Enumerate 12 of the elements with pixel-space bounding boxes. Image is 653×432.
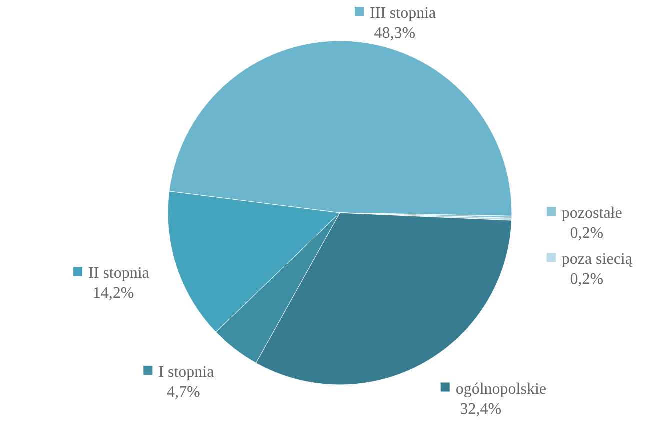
data-label: 32,4%: [460, 400, 502, 418]
data-label: 48,3%: [374, 25, 416, 42]
legend-label: III stopnia: [370, 5, 436, 22]
legend-label: II stopnia: [88, 265, 150, 282]
data-label: 14,2%: [92, 285, 134, 302]
data-label: 4,7%: [166, 384, 200, 401]
legend-label: poza siecią: [562, 251, 634, 268]
data-label: 0,2%: [570, 271, 604, 288]
legend-label: I stopnia: [158, 364, 214, 381]
legend-label: ogólnopolskie: [456, 380, 547, 398]
data-label: 0,2%: [570, 225, 604, 242]
legend-label: pozostałe: [562, 205, 622, 222]
